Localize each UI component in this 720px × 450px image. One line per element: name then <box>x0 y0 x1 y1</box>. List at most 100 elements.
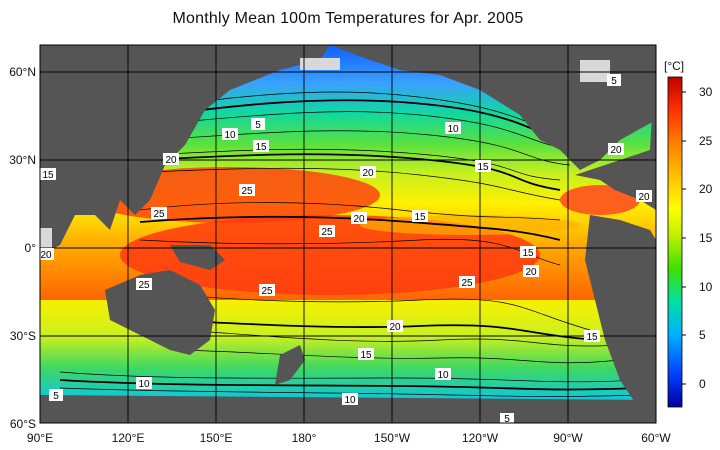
svg-text:20: 20 <box>165 155 177 166</box>
south-america-land <box>585 215 656 420</box>
contour-label: 20 <box>636 190 652 203</box>
contour-label: 25 <box>259 284 275 297</box>
colorbar-tick-label: 30 <box>699 85 713 99</box>
colorbar-tick-label: 25 <box>699 134 713 148</box>
contour-label: 20 <box>163 153 179 166</box>
svg-text:20: 20 <box>389 322 401 333</box>
contour-label: 5 <box>500 413 514 423</box>
x-tick-label: 120°E <box>112 431 145 445</box>
svg-text:25: 25 <box>261 286 273 297</box>
svg-text:10: 10 <box>447 124 459 135</box>
svg-text:20: 20 <box>362 168 374 179</box>
svg-text:5: 5 <box>53 391 59 402</box>
y-tick-label: 30°S <box>10 329 36 343</box>
asia-land <box>40 45 330 255</box>
map-frame <box>39 44 657 424</box>
svg-text:10: 10 <box>437 370 449 381</box>
y-tick-label: 30°N <box>9 153 36 167</box>
svg-text:15: 15 <box>255 142 267 153</box>
contour-label: 10 <box>445 122 461 135</box>
map-plot-area: 5 10 15 20 25 10 15 20 25 20 15 25 25 20… <box>40 45 656 423</box>
x-tick-label: 120°W <box>462 431 499 445</box>
graticule <box>40 45 656 423</box>
contour-labels: 5 10 15 20 25 10 15 20 25 20 15 25 25 20… <box>40 74 652 423</box>
y-tick-label: 60°N <box>9 65 36 79</box>
caribbean-warm-region <box>560 185 640 215</box>
contour-label: 15 <box>412 210 428 223</box>
svg-text:5: 5 <box>255 120 261 131</box>
contour-label: 25 <box>239 184 255 197</box>
map-title: Monthly Mean 100m Temperatures for Apr. … <box>172 10 524 27</box>
contour-label: 5 <box>49 389 63 402</box>
x-tick-label: 60°W <box>641 431 671 445</box>
ice-patch-bering <box>300 58 340 70</box>
contour-label: 15 <box>40 168 56 181</box>
x-tick-label: 90°E <box>27 431 53 445</box>
colorbar-gradient <box>667 76 683 408</box>
svg-text:25: 25 <box>153 209 165 220</box>
svg-text:5: 5 <box>611 76 617 87</box>
svg-text:10: 10 <box>344 395 356 406</box>
y-tick-label: 60°S <box>10 417 36 431</box>
contour-label: 20 <box>351 212 367 225</box>
contour-label: 20 <box>360 166 376 179</box>
contour-label: 10 <box>342 393 358 406</box>
new-guinea-land <box>170 245 225 270</box>
svg-text:20: 20 <box>353 214 365 225</box>
australia-land <box>105 270 215 355</box>
contour-label: 25 <box>319 225 335 238</box>
svg-text:20: 20 <box>40 250 52 261</box>
svg-text:25: 25 <box>241 186 253 197</box>
x-tick-label: 150°E <box>200 431 233 445</box>
colorbar-tick-label: 10 <box>699 280 713 294</box>
contour-label: 25 <box>136 278 152 291</box>
contour-label: 20 <box>40 248 54 261</box>
contour-label: 10 <box>435 368 451 381</box>
svg-text:25: 25 <box>461 278 473 289</box>
contour-label: 20 <box>387 320 403 333</box>
contour-label: 20 <box>608 143 624 156</box>
ice-patch-hudson <box>580 60 610 82</box>
contour-label: 25 <box>459 276 475 289</box>
contour-label: 15 <box>253 140 269 153</box>
svg-text:15: 15 <box>42 170 54 181</box>
svg-text:20: 20 <box>610 145 622 156</box>
contour-label: 20 <box>523 265 539 278</box>
contour-label: 5 <box>607 74 621 87</box>
y-axis: 60°N 30°N 0° 30°S 60°S <box>9 65 36 431</box>
equatorial-cold-tongue <box>360 215 580 235</box>
svg-text:15: 15 <box>414 212 426 223</box>
contour-label: 5 <box>251 118 265 131</box>
central-america-land <box>575 45 656 210</box>
x-tick-label: 90°W <box>553 431 583 445</box>
svg-text:25: 25 <box>138 280 150 291</box>
svg-text:25: 25 <box>321 227 333 238</box>
svg-text:20: 20 <box>638 192 650 203</box>
x-axis: 90°E 120°E 150°E 180° 150°W 120°W 90°W 6… <box>27 431 671 445</box>
north-america-land <box>330 45 656 170</box>
x-tick-label: 150°W <box>374 431 411 445</box>
contour-label: 15 <box>358 348 374 361</box>
new-zealand-land <box>275 345 305 385</box>
svg-text:15: 15 <box>360 350 372 361</box>
y-tick-label: 0° <box>25 241 37 255</box>
contour-label: 15 <box>475 160 491 173</box>
contour-label: 10 <box>136 377 152 390</box>
warm-pool-south <box>120 215 540 295</box>
colorbar: [°C] 30 25 20 15 10 5 0 <box>664 59 713 408</box>
colorbar-tick-label: 20 <box>699 182 713 196</box>
colorbar-ticks <box>682 91 686 385</box>
svg-text:15: 15 <box>477 162 489 173</box>
svg-text:15: 15 <box>522 248 534 259</box>
svg-text:10: 10 <box>224 130 236 141</box>
colorbar-tick-label: 5 <box>699 328 706 342</box>
contour-label: 10 <box>222 128 238 141</box>
colorbar-tick-label: 15 <box>699 231 713 245</box>
contour-label: 15 <box>520 246 536 259</box>
contour-label: 25 <box>151 207 167 220</box>
svg-text:20: 20 <box>525 267 537 278</box>
svg-text:15: 15 <box>586 332 598 343</box>
contour-label: 15 <box>584 330 600 343</box>
x-tick-label: 180° <box>292 431 317 445</box>
